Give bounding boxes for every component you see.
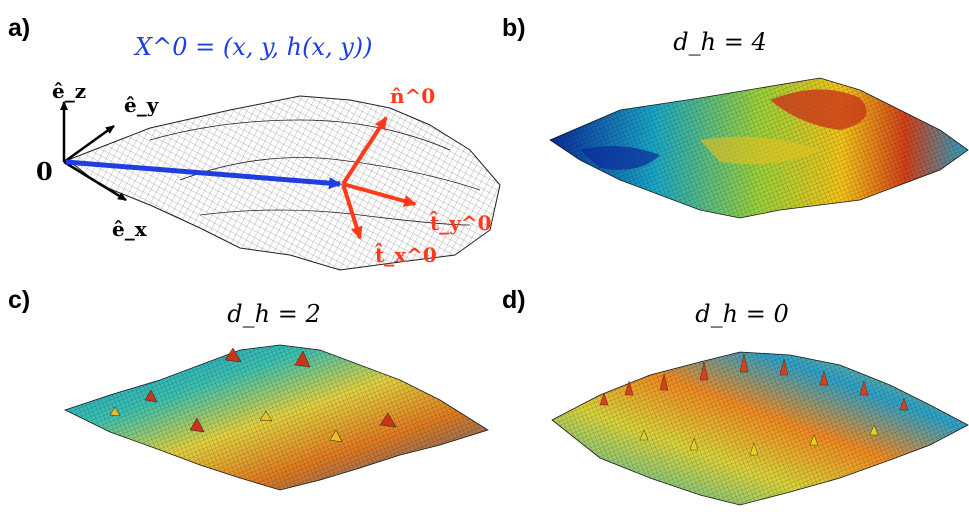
surface-dh4: [549, 77, 969, 219]
panel-label-b: b): [502, 14, 526, 42]
panel-c: c) d_h = 2: [8, 286, 489, 491]
panel-b: b) d_h = 4: [502, 14, 969, 219]
wireframe-surface: [67, 95, 501, 271]
panel-a: a) X^0 = (x, y, h(x, y)) ê_z ê_y ê_x 0 n…: [8, 14, 501, 271]
normal-label: n̂^0: [390, 84, 435, 108]
panel-d-title: d_h = 0: [695, 300, 788, 328]
panel-label-c: c): [8, 286, 30, 314]
ex-axis-arrow: [63, 160, 127, 202]
tx-label: t̂_x^0: [375, 241, 437, 267]
ty-vector-arrow: [342, 182, 417, 207]
panel-label-a: a): [8, 14, 30, 42]
surface-dh0: [551, 351, 969, 506]
origin-label: 0: [36, 157, 53, 186]
panel-label-d: d): [502, 286, 526, 314]
ty-label: t̂_y^0: [430, 209, 492, 235]
normal-vector-arrow: [341, 116, 388, 186]
ez-label: ê_z: [52, 79, 86, 103]
ey-axis-arrow: [63, 124, 115, 164]
ey-label: ê_y: [124, 93, 160, 117]
position-vector-equation: X^0 = (x, y, h(x, y)): [133, 33, 373, 61]
ex-label: ê_x: [112, 217, 148, 241]
position-vector-arrow: [65, 159, 342, 190]
surface-dh2: [63, 344, 489, 491]
tx-vector-arrow: [341, 183, 363, 240]
panel-b-title: d_h = 4: [673, 28, 766, 56]
panel-d: d) d_h = 0: [502, 286, 969, 506]
panel-c-title: d_h = 2: [227, 300, 320, 328]
